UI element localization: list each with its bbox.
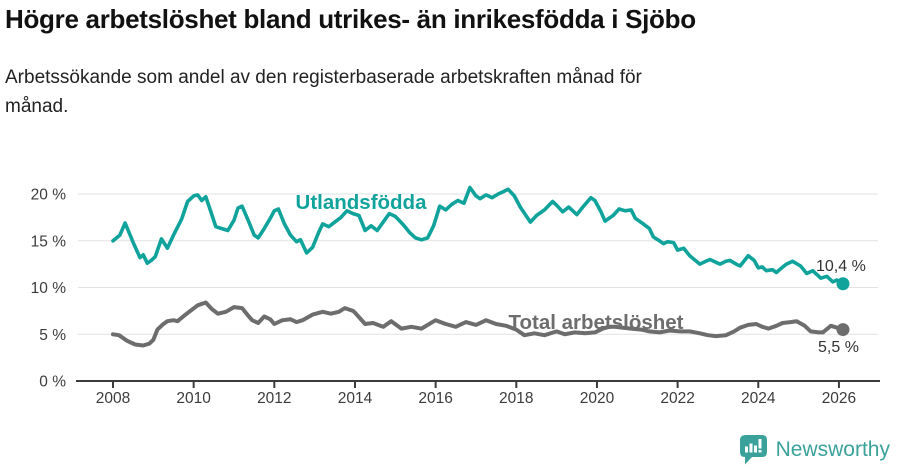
speech-bubble-shape [739, 435, 767, 465]
y-axis-label: 5 % [39, 327, 66, 344]
exclamation-dot [758, 450, 762, 453]
line-chart: 2008 2010 2012 2014 2016 2018 2020 2022 2024 2026… [31, 185, 880, 407]
x-axis-label: 2014 [338, 390, 373, 407]
x-axis-label: 2018 [499, 390, 533, 407]
bar-2 [749, 443, 753, 453]
x-axis-label: 2024 [741, 390, 776, 407]
bar-1 [744, 446, 748, 453]
exclamation-bar [758, 439, 762, 449]
series-name-label: Utlandsfödda [296, 191, 428, 214]
y-axis-label: 10 % [31, 280, 67, 297]
newsworthy-wordmark: Newsworthy [775, 437, 890, 461]
series-end-value-label: 5,5 % [818, 339, 859, 356]
newsworthy-bubble-chart-icon [739, 435, 767, 465]
x-axis-label: 2026 [822, 390, 856, 407]
y-axis-label: 20 % [31, 187, 67, 204]
series-line-total-arbetsloshet [111, 300, 845, 348]
y-axis-label: 0 % [39, 374, 66, 391]
series-end-dot [836, 323, 850, 337]
series-line-utlandsfodda [111, 185, 845, 286]
y-axis-label: 15 % [31, 233, 67, 250]
x-axis-label: 2012 [257, 390, 291, 407]
x-axis-label: 2008 [96, 390, 130, 407]
series-end-value-label: 10,4 % [816, 258, 866, 275]
series-end-dot [836, 277, 850, 291]
series-name-label: Total arbetslöshet [508, 311, 683, 334]
chart-title: Högre arbetslöshet bland utrikes- än inr… [5, 4, 696, 34]
chart-subtitle: Arbetssökande som andel av den registerb… [5, 67, 642, 117]
newsworthy-logo[interactable]: Newsworthy [738, 434, 890, 465]
x-axis-label: 2022 [660, 390, 694, 407]
bar-3 [753, 445, 757, 453]
x-axis-label: 2016 [418, 390, 452, 407]
x-axis-label: 2010 [176, 390, 211, 407]
x-axis-label: 2020 [580, 390, 615, 407]
